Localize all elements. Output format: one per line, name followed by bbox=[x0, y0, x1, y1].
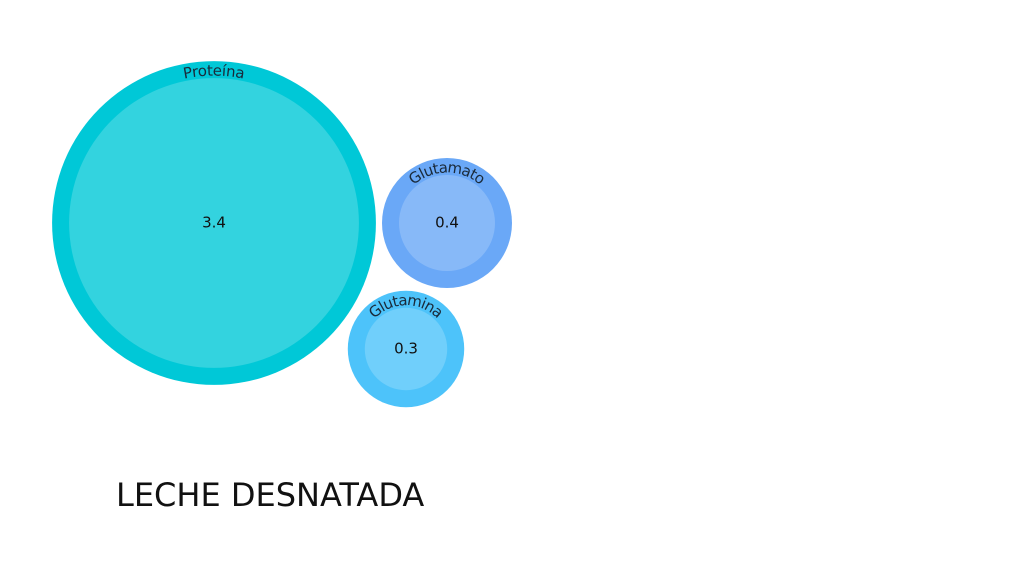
bubble-label: Proteína bbox=[182, 61, 247, 82]
value-label: 0.4 bbox=[435, 214, 459, 232]
bubble-label-path: Proteína bbox=[182, 61, 247, 82]
bubble bbox=[347, 290, 465, 408]
bubble-inner bbox=[399, 175, 495, 271]
bubble-inner bbox=[69, 78, 359, 368]
bubble bbox=[382, 158, 512, 288]
bubble bbox=[52, 61, 376, 385]
value-label: 0.3 bbox=[394, 340, 418, 358]
value-label: 3.4 bbox=[202, 214, 226, 232]
bubble-inner bbox=[364, 307, 448, 391]
chart-title: LECHE DESNATADA bbox=[116, 476, 424, 514]
